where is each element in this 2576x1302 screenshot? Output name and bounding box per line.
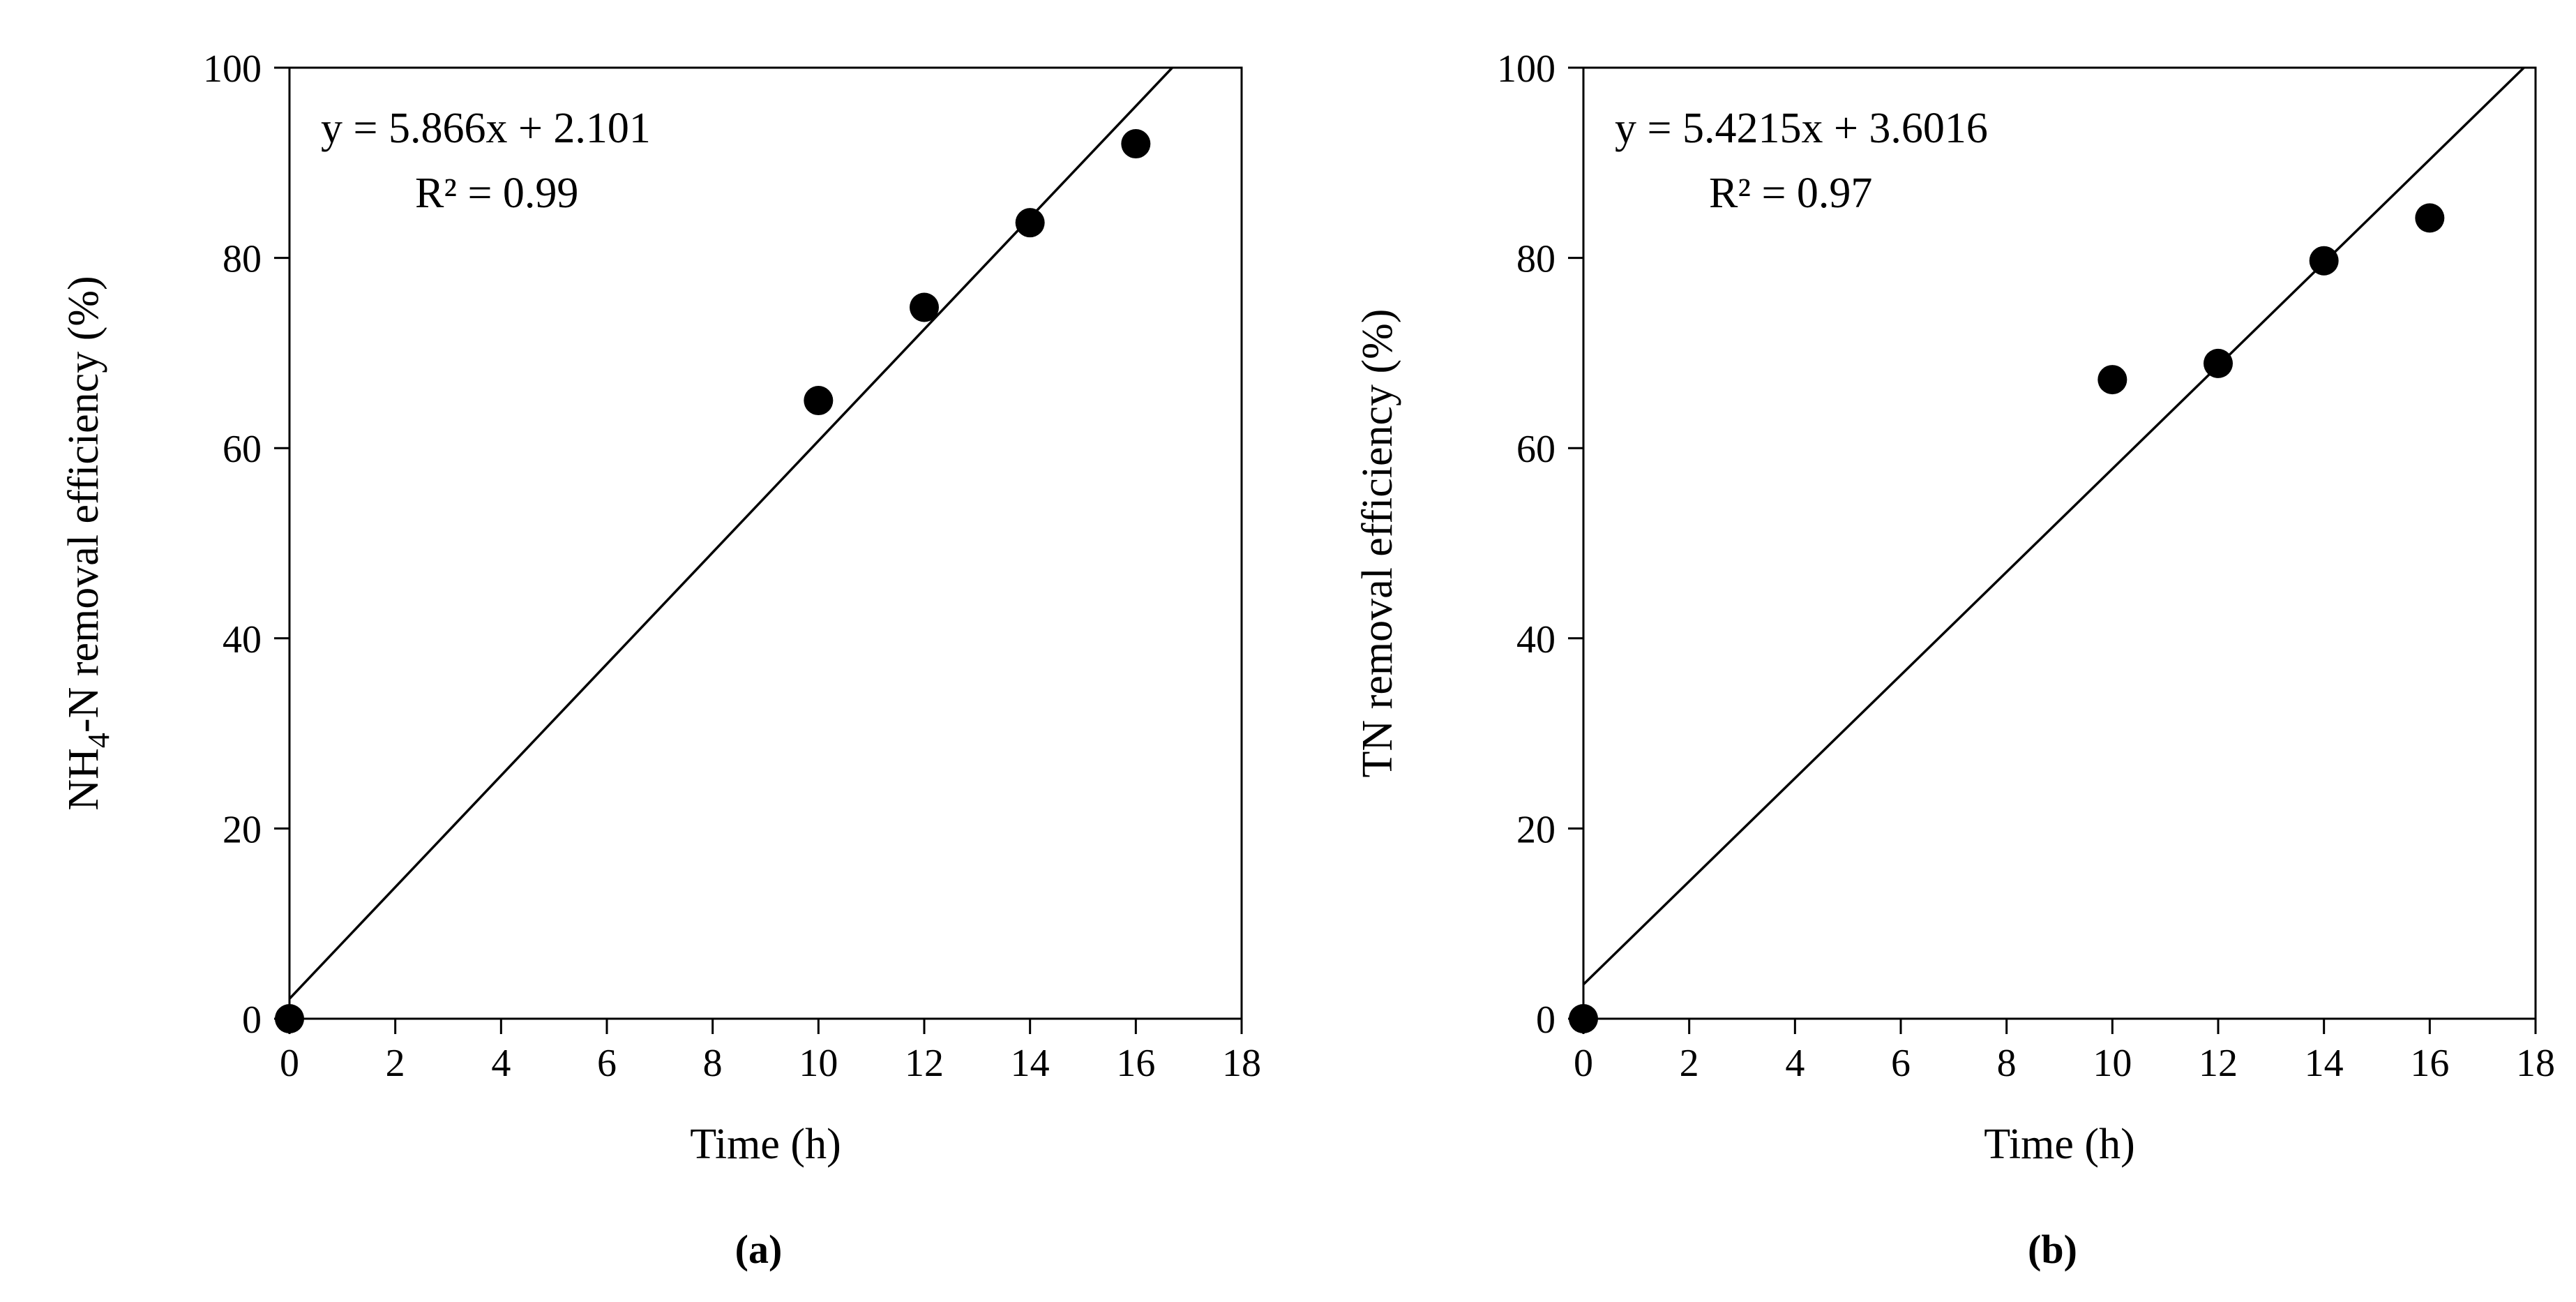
y-axis-title-part: TN removal efficiency (%) [1354, 309, 1401, 778]
data-point-a-4 [1121, 129, 1151, 159]
x-tick-label-b: 6 [1891, 1042, 1911, 1085]
x-axis-title-b: Time (h) [1984, 1121, 2134, 1168]
data-point-b-0 [1569, 1004, 1598, 1033]
x-tick-label-a: 18 [1222, 1042, 1261, 1085]
data-point-a-2 [910, 292, 939, 322]
y-axis-title-b: TN removal efficiency (%) [1354, 309, 1401, 778]
r-squared-b: R² = 0.97 [1709, 170, 1872, 217]
x-tick-label-a: 2 [386, 1042, 405, 1085]
x-tick-label-b: 14 [2305, 1042, 2344, 1085]
y-tick-label-a: 100 [203, 47, 262, 91]
y-tick-label-a: 20 [223, 808, 262, 851]
x-tick-label-a: 4 [491, 1042, 511, 1085]
y-axis-title-subscript: 4 [82, 733, 116, 748]
y-axis-title-a: NH4-N removal efficiency (%) [60, 276, 116, 810]
fit-line-b [1583, 68, 2526, 986]
r-squared-a: R² = 0.99 [415, 170, 578, 217]
y-tick-label-b: 100 [1497, 47, 1556, 91]
y-tick-label-a: 60 [223, 428, 262, 471]
data-point-a-0 [275, 1004, 304, 1033]
x-tick-label-a: 10 [799, 1042, 838, 1085]
panel-label-a: (a) [735, 1227, 783, 1272]
panel-b: 0 2 4 6 8 10 12 14 16 18 0 20 40 60 80 100 Time (h) TN re… [1354, 47, 2555, 1272]
x-tick-label-b: 18 [2516, 1042, 2555, 1085]
x-tick-label-b: 12 [2199, 1042, 2238, 1085]
x-tick-label-b: 10 [2093, 1042, 2132, 1085]
x-tick-label-a: 6 [597, 1042, 617, 1085]
data-point-b-4 [2415, 203, 2445, 233]
x-tick-label-a: 8 [703, 1042, 723, 1085]
panel-label-b: (b) [2028, 1227, 2077, 1272]
y-tick-label-a: 80 [223, 238, 262, 281]
y-tick-label-a: 0 [242, 998, 262, 1042]
data-point-a-1 [804, 386, 834, 416]
x-tick-label-b: 0 [1574, 1042, 1593, 1085]
data-point-a-3 [1015, 208, 1045, 238]
data-point-b-3 [2309, 246, 2339, 276]
data-point-b-1 [2097, 365, 2127, 395]
fit-line-a [289, 68, 1175, 1000]
y-tick-label-b: 0 [1536, 998, 1556, 1042]
y-tick-label-a: 40 [223, 618, 262, 661]
x-tick-label-a: 0 [280, 1042, 299, 1085]
y-tick-label-b: 60 [1516, 428, 1556, 471]
y-tick-label-b: 80 [1516, 238, 1556, 281]
x-tick-label-b: 4 [1785, 1042, 1805, 1085]
x-tick-label-b: 16 [2410, 1042, 2449, 1085]
fit-equation-b: y = 5.4215x + 3.6016 [1615, 105, 1988, 152]
x-tick-label-b: 2 [1680, 1042, 1699, 1085]
fit-equation-a: y = 5.866x + 2.101 [321, 105, 651, 152]
x-axis-title-a: Time (h) [690, 1121, 841, 1168]
x-tick-label-a: 14 [1011, 1042, 1050, 1085]
x-tick-label-a: 12 [905, 1042, 944, 1085]
y-axis-title-part: -N removal efficiency (%) [60, 276, 107, 733]
data-point-b-2 [2204, 348, 2233, 378]
y-axis-title-part: NH [60, 748, 107, 811]
plot-area-a [288, 66, 1243, 1020]
y-tick-label-b: 40 [1516, 618, 1556, 661]
plot-area-b [1582, 66, 2537, 1020]
y-tick-label-b: 20 [1516, 808, 1556, 851]
x-tick-label-b: 8 [1997, 1042, 2017, 1085]
x-tick-label-a: 16 [1116, 1042, 1155, 1085]
